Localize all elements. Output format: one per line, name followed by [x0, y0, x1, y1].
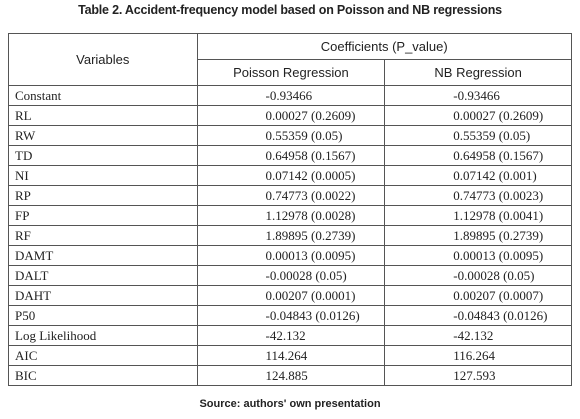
table-title: Table 2. Accident-frequency model based …	[78, 3, 502, 17]
header-group: Coefficients (P_value)	[196, 33, 573, 60]
value-cell: 0.74773 (0.0023)	[384, 185, 572, 206]
value-cell: -42.132	[384, 325, 572, 346]
table-row: NI 0.07142 (0.0005) 0.07142 (0.001)	[8, 165, 572, 186]
value-cell: 1.89895 (0.2739)	[196, 225, 386, 246]
value-cell: 0.55359 (0.05)	[384, 125, 572, 146]
table-row: P50 -0.04843 (0.0126) -0.04843 (0.0126)	[8, 305, 572, 326]
variable-cell: Constant	[8, 85, 198, 106]
value-cell: 0.00207 (0.0007)	[384, 285, 572, 306]
table-row: DAMT 0.00013 (0.0095) 0.00013 (0.0095)	[8, 245, 572, 266]
table-row: Constant -0.93466 -0.93466	[8, 85, 572, 106]
value-cell: 114.264	[196, 345, 386, 366]
variable-cell: FP	[8, 205, 198, 226]
variable-cell: TD	[8, 145, 198, 166]
value-cell: -42.132	[196, 325, 386, 346]
source-note: Source: authors' own presentation	[199, 398, 381, 410]
table-row: RP 0.74773 (0.0022) 0.74773 (0.0023)	[8, 185, 572, 206]
value-cell: 116.264	[384, 345, 572, 366]
header-column: Poisson Regression	[196, 59, 386, 86]
variable-cell: DAMT	[8, 245, 198, 266]
table-row: BIC 124.885 127.593	[8, 365, 572, 386]
table-row: DAHT 0.00207 (0.0001) 0.00207 (0.0007)	[8, 285, 572, 306]
table-body: Constant -0.93466 -0.93466 RL 0.00027 (0.260…	[8, 85, 572, 386]
value-cell: -0.04843 (0.0126)	[196, 305, 386, 326]
value-cell: 1.89895 (0.2739)	[384, 225, 572, 246]
value-cell: 0.64958 (0.1567)	[384, 145, 572, 166]
value-cell: -0.93466	[196, 85, 386, 106]
table-row: RL 0.00027 (0.2609) 0.00027 (0.2609)	[8, 105, 572, 126]
value-cell: 0.00207 (0.0001)	[196, 285, 386, 306]
table-row: RF 1.89895 (0.2739) 1.89895 (0.2739)	[8, 225, 572, 246]
variable-cell: AIC	[8, 345, 198, 366]
table-row: AIC 114.264 116.264	[8, 345, 572, 366]
value-cell: 0.00013 (0.0095)	[384, 245, 572, 266]
value-cell: 0.55359 (0.05)	[196, 125, 386, 146]
value-cell: 0.64958 (0.1567)	[196, 145, 386, 166]
value-cell: -0.00028 (0.05)	[384, 265, 572, 286]
value-cell: -0.93466	[384, 85, 572, 106]
table-row: FP 1.12978 (0.0028) 1.12978 (0.0041)	[8, 205, 572, 226]
value-cell: 127.593	[384, 365, 572, 386]
table-row: Log Likelihood -42.132 -42.132	[8, 325, 572, 346]
table-row: TD 0.64958 (0.1567) 0.64958 (0.1567)	[8, 145, 572, 166]
header-column: NB Regression	[384, 59, 572, 86]
variable-cell: DALT	[8, 265, 198, 286]
value-cell: 1.12978 (0.0041)	[384, 205, 572, 226]
table-row: RW 0.55359 (0.05) 0.55359 (0.05)	[8, 125, 572, 146]
value-cell: 1.12978 (0.0028)	[196, 205, 386, 226]
value-cell: 0.07142 (0.001)	[384, 165, 572, 186]
table-row: DALT -0.00028 (0.05) -0.00028 (0.05)	[8, 265, 572, 286]
value-cell: -0.00028 (0.05)	[196, 265, 386, 286]
variable-cell: NI	[8, 165, 198, 186]
value-cell: 124.885	[196, 365, 386, 386]
variable-cell: P50	[8, 305, 198, 326]
variable-cell: RW	[8, 125, 198, 146]
table: Variables Coefficients (P_value) Poisson…	[8, 33, 573, 386]
variable-cell: RL	[8, 105, 198, 126]
variable-cell: BIC	[8, 365, 198, 386]
variable-cell: Log Likelihood	[8, 325, 198, 346]
value-cell: 0.00027 (0.2609)	[196, 105, 386, 126]
value-cell: 0.07142 (0.0005)	[196, 165, 386, 186]
header-variables: Variables	[8, 33, 198, 86]
value-cell: 0.74773 (0.0022)	[196, 185, 386, 206]
variable-cell: DAHT	[8, 285, 198, 306]
value-cell: 0.00013 (0.0095)	[196, 245, 386, 266]
variable-cell: RF	[8, 225, 198, 246]
variable-cell: RP	[8, 185, 198, 206]
value-cell: -0.04843 (0.0126)	[384, 305, 572, 326]
value-cell: 0.00027 (0.2609)	[384, 105, 572, 126]
